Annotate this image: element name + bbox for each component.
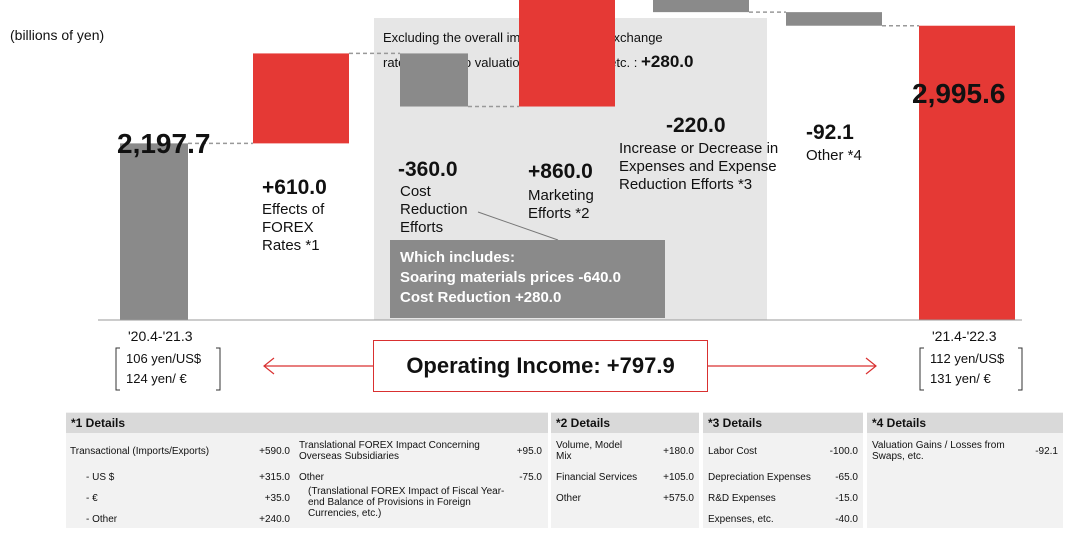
unit-label: (billions of yen) — [10, 27, 105, 43]
forex-category-label: Effects of FOREX Rates *1 — [262, 201, 324, 255]
forex-label-line: FOREX — [262, 219, 314, 236]
d2-row-value: +180.0 — [663, 446, 694, 457]
end-rate-line: 112 yen/US$ — [930, 351, 1005, 366]
d3-row-label: Expenses, etc. — [708, 514, 774, 525]
d1-row-label: - Other — [86, 514, 118, 525]
d3-row-value: -15.0 — [835, 493, 858, 504]
marketing-label-line: Marketing — [528, 187, 594, 204]
end-rate-line: 131 yen/ € — [930, 371, 991, 386]
waterfall-bar — [653, 0, 749, 13]
details-2-header: *2 Details — [551, 413, 699, 433]
expenses-label-line: Expenses and Expense — [619, 158, 777, 175]
d2-row-label: Other — [556, 493, 582, 504]
cost-value-label: -360.0 — [398, 158, 458, 181]
forex-value-label: +610.0 — [262, 176, 327, 199]
d2-row-value: +575.0 — [663, 493, 694, 504]
includes-leader-line — [477, 211, 559, 241]
includes-box: Which includes: Soaring materials prices… — [390, 240, 665, 318]
cost-label-line: Efforts — [400, 219, 444, 236]
d3-row-label: Depreciation Expenses — [708, 472, 811, 483]
end-value-label: 2,995.6 — [912, 78, 1006, 109]
d1-row-value: +315.0 — [259, 472, 290, 483]
other-value-label: -92.1 — [806, 121, 854, 144]
includes-title: Which includes: — [400, 249, 516, 266]
marketing-label-line: Efforts *2 — [528, 205, 590, 222]
includes-line-2: Cost Reduction +280.0 — [400, 289, 562, 306]
cost-label-line: Cost — [400, 183, 431, 200]
start-rate-line: 124 yen/ € — [126, 371, 187, 386]
d3-row-label: R&D Expenses — [708, 493, 776, 504]
waterfall-bar — [519, 0, 615, 107]
d4-row-label: Valuation Gains / Losses from Swaps, etc… — [872, 440, 1005, 462]
marketing-value-label: +860.0 — [528, 160, 593, 183]
forex-label-line: Rates *1 — [262, 237, 320, 254]
d2-row-label: Financial Services — [556, 472, 638, 483]
details-4-header: *4 Details — [867, 413, 1063, 433]
details-3-header: *3 Details — [703, 413, 863, 433]
start-value-label: 2,197.7 — [117, 128, 211, 159]
operating-income-label: Operating Income: +797.9 — [406, 353, 675, 378]
expenses-category-label: Increase or Decrease in Expenses and Exp… — [619, 140, 778, 194]
waterfall-bar — [253, 53, 349, 144]
start-rates-bracket-right — [216, 347, 221, 391]
start-rate-line: 106 yen/US$ — [126, 351, 202, 366]
d1-row-label: Transactional (Imports/Exports) — [70, 446, 210, 457]
d1-row-value: +240.0 — [259, 514, 290, 525]
d3-row-value: -100.0 — [829, 446, 858, 457]
start-rates-bracket-left — [115, 347, 120, 391]
d2-row-value: +105.0 — [663, 472, 694, 483]
d3-row-label: Labor Cost — [708, 446, 757, 457]
start-rates: 106 yen/US$ 124 yen/ € — [126, 349, 201, 389]
expenses-label-line: Reduction Efforts *3 — [619, 176, 753, 193]
d1-right-label: Translational FOREX Impact Concerning Ov… — [299, 440, 480, 462]
details-1-header: *1 Details — [66, 413, 548, 433]
left-arrow — [263, 357, 373, 375]
d1-right-value: +95.0 — [516, 446, 542, 457]
cost-label-line: Reduction — [400, 201, 468, 218]
end-rates: 112 yen/US$ 131 yen/ € — [930, 349, 1004, 389]
includes-line-1: Soaring materials prices -640.0 — [400, 269, 621, 286]
forex-label-line: Effects of — [262, 201, 325, 218]
right-arrow — [708, 357, 877, 375]
d1-row-value: +590.0 — [259, 446, 290, 457]
d1-row-label: - € — [86, 493, 98, 504]
end-period-label: '21.4-'22.3 — [932, 328, 997, 344]
operating-income-box: Operating Income: +797.9 — [373, 340, 708, 392]
marketing-category-label: Marketing Efforts *2 — [528, 187, 594, 223]
cost-category-label: Cost Reduction Efforts — [400, 183, 468, 237]
waterfall-bar — [400, 53, 468, 107]
waterfall-bar — [786, 12, 882, 26]
d1-row-label: - US $ — [86, 472, 115, 483]
expenses-label-line: Increase or Decrease in — [619, 140, 779, 157]
other-category-label: Other *4 — [806, 147, 862, 164]
d2-row-label: Volume, Model Mix — [556, 440, 623, 462]
d1-right-label: Other — [299, 472, 325, 483]
waterfall-bar — [919, 25, 1015, 321]
d1-right-note: (Translational FOREX Impact of Fiscal Ye… — [308, 486, 505, 519]
d1-row-value: +35.0 — [264, 493, 290, 504]
d3-row-value: -40.0 — [835, 514, 858, 525]
d4-row-value: -92.1 — [1035, 446, 1058, 457]
expenses-value-label: -220.0 — [666, 114, 726, 137]
end-rates-bracket-left — [919, 347, 924, 391]
start-period-label: '20.4-'21.3 — [128, 328, 193, 344]
d1-right-value: -75.0 — [519, 472, 542, 483]
end-rates-bracket-right — [1018, 347, 1023, 391]
waterfall-bar — [120, 143, 188, 320]
exclusion-value: +280.0 — [641, 52, 694, 71]
d3-row-value: -65.0 — [835, 472, 858, 483]
